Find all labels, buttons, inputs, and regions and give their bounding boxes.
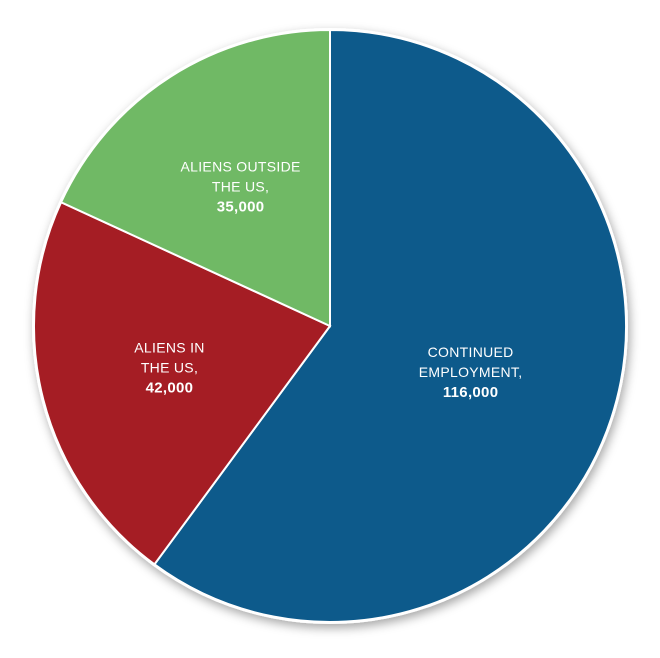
pie-label-line: EMPLOYMENT,	[419, 364, 523, 380]
pie-value-label: 35,000	[217, 198, 265, 215]
pie-label-line: THE US,	[141, 359, 198, 375]
pie-value-label: 42,000	[146, 379, 194, 396]
pie-slices	[33, 28, 627, 623]
pie-label-aliens-outside-the-us: ALIENS OUTSIDE THE US, 35,000	[181, 158, 301, 215]
pie-label-line: CONTINUED	[428, 344, 514, 360]
pie-label-continued-employment: CONTINUED EMPLOYMENT, 116,000	[419, 344, 523, 401]
pie-label-line: THE US,	[212, 178, 269, 194]
pie-value-label: 116,000	[443, 384, 499, 401]
pie-label-line: ALIENS OUTSIDE	[181, 158, 301, 174]
pie-slice-continued-employment	[153, 28, 627, 623]
pie-slice-aliens-outside-the-us	[59, 28, 331, 328]
pie-label-aliens-in-the-us: ALIENS IN THE US, 42,000	[134, 339, 204, 396]
pie-label-line: ALIENS IN	[134, 339, 204, 355]
pie-labels: CONTINUED EMPLOYMENT, 116,000 ALIENS IN THE …	[134, 158, 522, 401]
